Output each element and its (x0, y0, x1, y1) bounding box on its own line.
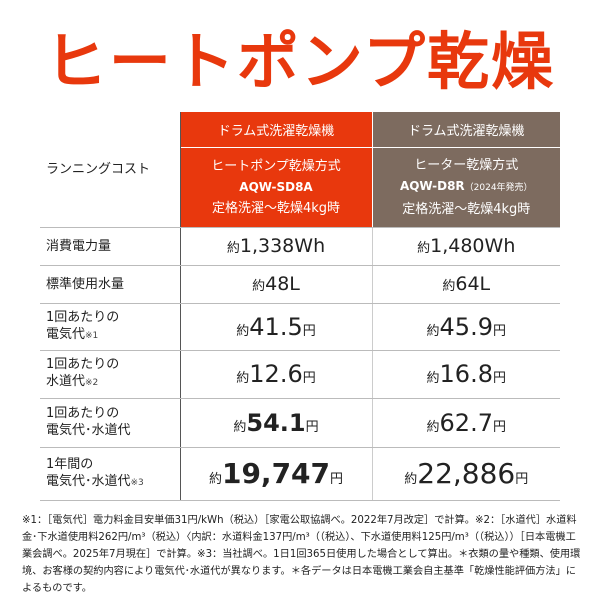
label-line2: 電気代･水道代 (46, 422, 131, 438)
row-label: 1年間の 電気代･水道代※3 (40, 447, 181, 501)
table-row: 1回あたりの 電気代※1 約41.5円 約45.9円 (40, 303, 560, 351)
col2-release-note: （2024年発売） (464, 182, 533, 193)
unit: L (479, 273, 491, 295)
unit: 円 (302, 371, 316, 386)
value: 41.5 (249, 312, 303, 341)
prefix: 約 (226, 241, 240, 256)
prefix: 約 (233, 419, 247, 435)
label-line1: 標準使用水量 (46, 276, 125, 292)
col2-category: ドラム式洗濯乾燥機 (371, 112, 560, 148)
unit: 円 (330, 472, 344, 487)
prefix: 約 (426, 371, 440, 386)
prefix: 約 (208, 472, 222, 487)
table-row: 1回あたりの 電気代･水道代 約54.1円 約62.7円 (40, 398, 560, 448)
value: 45.9 (439, 312, 493, 341)
unit: 円 (515, 472, 529, 487)
table-row: 標準使用水量 約48L 約64L (40, 265, 560, 304)
col2-value: 約16.8円 (371, 350, 560, 399)
value: 48 (265, 273, 290, 295)
row-label: 1回あたりの 電気代※1 (40, 303, 181, 351)
col1-value: 約12.6円 (180, 350, 372, 399)
unit: L (289, 273, 300, 295)
row-label: 1回あたりの 水道代※2 (40, 350, 181, 399)
value: 19,747 (221, 457, 331, 490)
footnote: ※1：［電気代］電力料金目安単価31円/kWh（税込）［家電公取協調べ。2022… (22, 515, 581, 594)
col1-value: 約54.1円 (180, 398, 372, 448)
value: 1,480 (430, 235, 485, 257)
col1-method: ヒートポンプ乾燥方式 (211, 158, 341, 174)
prefix: 約 (442, 279, 456, 294)
value: 12.6 (249, 360, 303, 388)
value: 1,338 (239, 235, 295, 257)
col1-value: 約19,747円 (180, 447, 372, 501)
col1-category: ドラム式洗濯乾燥機 (180, 112, 372, 148)
running-cost-table: ランニングコスト ドラム式洗濯乾燥機 ドラム式洗濯乾燥機 ヒートポンプ乾燥方式 … (40, 112, 560, 501)
col2-value: 約1,480Wh (371, 227, 560, 266)
value: 54.1 (246, 408, 306, 437)
col1-value: 約41.5円 (180, 303, 372, 351)
footnote-mark: ※1 (85, 330, 99, 341)
col2-value: 約22,886円 (371, 447, 560, 501)
col2-value: 約64L (371, 265, 560, 304)
row-label-running-cost: ランニングコスト (40, 112, 181, 228)
prefix: 約 (426, 419, 440, 435)
unit: 円 (492, 371, 506, 386)
col2-model: AQW-D8R (399, 178, 465, 193)
col1-header: ヒートポンプ乾燥方式 AQW-SD8A 定格洗濯〜乾燥4kg時 (180, 147, 372, 228)
prefix: 約 (417, 241, 431, 256)
unit: 円 (302, 323, 316, 339)
label-line2: 電気代 (46, 326, 86, 342)
value: 22,886 (417, 457, 516, 490)
label-line2: 水道代 (46, 374, 86, 389)
row-label: 標準使用水量 (40, 265, 181, 304)
unit: Wh (484, 235, 516, 257)
row-label: 消費電力量 (40, 227, 181, 266)
label-line1: 1年間の (46, 456, 94, 472)
col2-condition: 定格洗濯〜乾燥4kg時 (402, 201, 531, 217)
value: 64 (455, 273, 480, 295)
unit: Wh (294, 235, 326, 257)
col2-method: ヒーター乾燥方式 (414, 157, 519, 173)
col1-value: 約48L (180, 265, 372, 304)
page-title: ヒートポンプ乾燥 (44, 25, 556, 98)
prefix: 約 (236, 371, 250, 386)
row-label: 1回あたりの 電気代･水道代 (40, 398, 181, 448)
prefix: 約 (236, 323, 250, 339)
unit: 円 (492, 419, 506, 435)
value: 62.7 (439, 408, 493, 437)
value: 16.8 (439, 360, 493, 388)
col2-value: 約62.7円 (371, 398, 560, 448)
label-line1: 消費電力量 (46, 238, 112, 254)
footnote-mark: ※2 (85, 378, 99, 388)
table-row: 1回あたりの 水道代※2 約12.6円 約16.8円 (40, 350, 560, 399)
prefix: 約 (404, 472, 418, 487)
prefix: 約 (252, 279, 266, 294)
table-row: 1年間の 電気代･水道代※3 約19,747円 約22,886円 (40, 447, 560, 501)
label-line1: 1回あたりの (46, 405, 120, 421)
col2-value: 約45.9円 (371, 303, 560, 351)
prefix: 約 (426, 323, 440, 339)
unit: 円 (305, 419, 319, 435)
col1-value: 約1,338Wh (180, 227, 372, 266)
label-line2: 電気代･水道代 (46, 473, 131, 489)
col1-model: AQW-SD8A (239, 179, 313, 194)
table-row: 消費電力量 約1,338Wh 約1,480Wh (40, 227, 560, 266)
col2-header: ヒーター乾燥方式 AQW-D8R（2024年発売） 定格洗濯〜乾燥4kg時 (371, 147, 560, 228)
label-line1: 1回あたりの (46, 309, 120, 325)
unit: 円 (492, 323, 506, 339)
label-line1: 1回あたりの (46, 357, 120, 372)
footnote-mark: ※3 (130, 477, 144, 488)
col1-condition: 定格洗濯〜乾燥4kg時 (211, 200, 341, 216)
